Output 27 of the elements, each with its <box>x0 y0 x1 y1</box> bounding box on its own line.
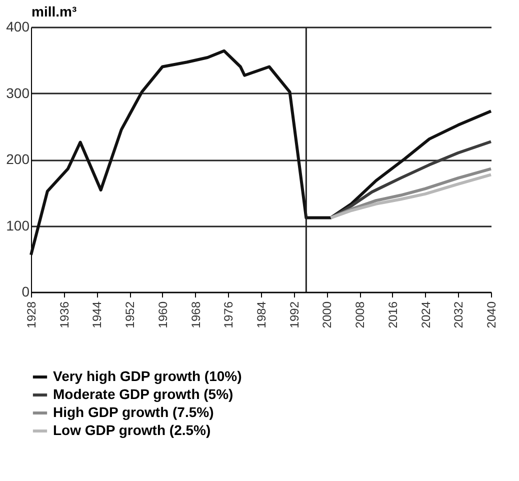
x-tick-label: 1936 <box>57 301 72 328</box>
x-tick-label: 2024 <box>418 301 433 328</box>
line-series <box>30 49 492 256</box>
x-tick-label: 1984 <box>254 301 268 328</box>
x-tick-label: 2032 <box>452 301 466 328</box>
legend-label: Low GDP growth (2.5%) <box>53 422 211 438</box>
x-tick-label: 1952 <box>123 301 138 328</box>
legend-label: High GDP growth (7.5%) <box>53 404 214 420</box>
x-tick-label: 2016 <box>386 301 400 328</box>
x-tick-label: 2040 <box>484 301 498 328</box>
y-axis-title: mill.m³ <box>32 4 77 20</box>
legend-label: Very high GDP growth (10%) <box>53 368 242 384</box>
legend-label: Moderate GDP growth (5%) <box>53 386 234 402</box>
x-tick-label: 1992 <box>287 301 302 328</box>
x-tick-label: 1928 <box>24 301 38 328</box>
y-tick-label: 300 <box>6 84 30 101</box>
y-tick-label: 100 <box>6 217 30 234</box>
y-tick-label: 200 <box>6 151 30 167</box>
y-tick-label: 0 <box>22 284 30 300</box>
x-tick-label: 1968 <box>188 301 203 328</box>
x-tick-label: 1944 <box>90 301 104 328</box>
y-tick-label: 400 <box>6 18 30 34</box>
x-tick-label: 1976 <box>222 301 236 328</box>
x-tick-label: 2000 <box>320 301 334 328</box>
x-tick-label: 1960 <box>156 301 170 328</box>
x-tick-label: 2008 <box>353 301 368 328</box>
line-series <box>329 140 492 220</box>
